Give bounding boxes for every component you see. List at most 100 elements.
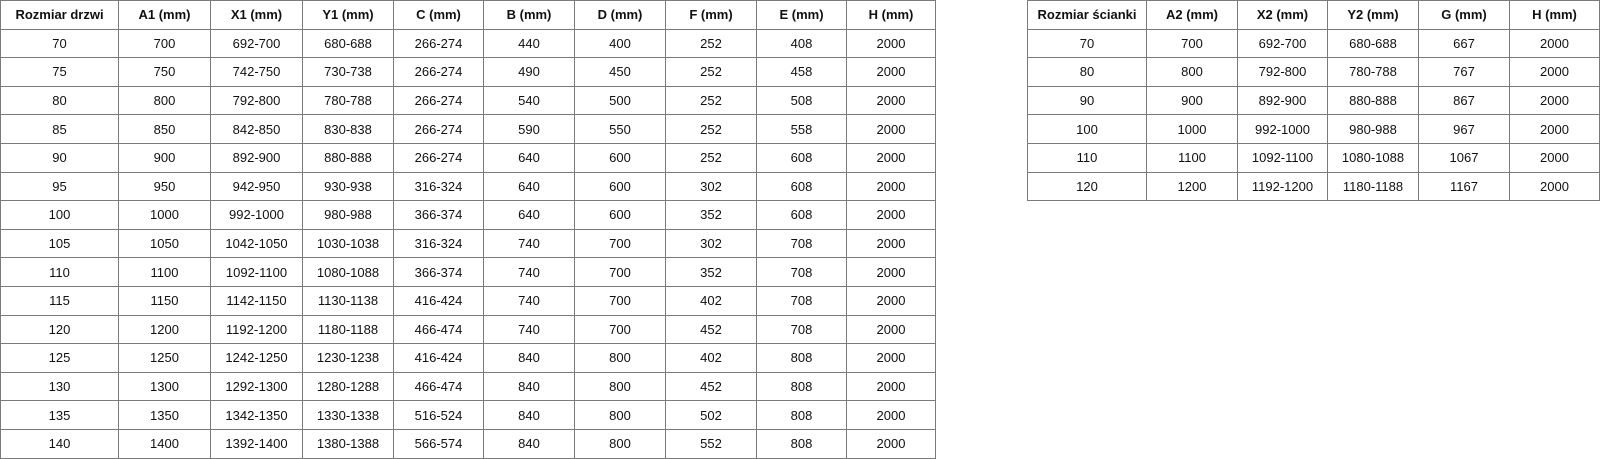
- table-cell: 840: [483, 343, 575, 373]
- column-header: D (mm): [574, 0, 666, 30]
- table-cell: 110: [1027, 142, 1147, 173]
- column-header: F (mm): [665, 0, 757, 30]
- table-cell: 1230-1238: [302, 343, 394, 373]
- table-cell: 266-274: [393, 57, 484, 87]
- table-row: 120 1200 1192-1200 1180-1188 466-474 740 700 45…: [0, 314, 936, 345]
- table-cell: 550: [574, 114, 666, 144]
- table-cell: 1392-1400: [210, 428, 303, 459]
- table-cell: 740: [483, 285, 575, 316]
- table-cell: 740: [483, 228, 575, 259]
- table-cell: 792-800: [1237, 57, 1328, 87]
- table-cell: 416-424: [393, 285, 484, 316]
- table-cell: 2000: [846, 114, 936, 144]
- column-header: X1 (mm): [210, 0, 303, 30]
- table-cell: 366-374: [393, 257, 484, 287]
- table-cell: 1092-1100: [1237, 142, 1328, 173]
- table-cell: 842-850: [210, 114, 303, 144]
- table-cell: 708: [756, 228, 847, 259]
- table-row: 80 800 792-800 780-788 266-274 540 500 252 508 20…: [0, 85, 936, 116]
- table-row: 115 1150 1142-1150 1130-1138 416-424 740 700 40…: [0, 285, 936, 316]
- table-cell: 100: [1027, 114, 1147, 144]
- table-cell: 840: [483, 400, 575, 430]
- doors-dimensions-table: Rozmiar drzwi A1 (mm) X1 (mm) Y1 (mm) C (mm)…: [0, 0, 936, 459]
- table-row: 140 1400 1392-1400 1380-1388 566-574 840 800 55…: [0, 428, 936, 459]
- table-cell: 135: [0, 400, 119, 430]
- table-cell: 808: [756, 371, 847, 402]
- table-row: 120 1200 1192-1200 1180-1188 1167 2000: [1027, 171, 1600, 202]
- panels-dimensions-table: Rozmiar ścianki A2 (mm) X2 (mm) Y2 (mm) G (m…: [1027, 0, 1600, 202]
- table-cell: 90: [1027, 85, 1147, 116]
- table-cell: 366-374: [393, 200, 484, 230]
- table-cell: 80: [1027, 57, 1147, 87]
- table-cell: 302: [665, 171, 757, 202]
- table-cell: 767: [1418, 57, 1510, 87]
- column-header: A1 (mm): [118, 0, 211, 30]
- table-cell: 700: [574, 257, 666, 287]
- table-cell: 502: [665, 400, 757, 430]
- table-cell: 1192-1200: [210, 314, 303, 345]
- table-cell: 1400: [118, 428, 211, 459]
- table-cell: 352: [665, 200, 757, 230]
- table-cell: 980-988: [302, 200, 394, 230]
- column-header: H (mm): [1509, 0, 1600, 30]
- table-cell: 800: [1146, 57, 1238, 87]
- column-header: C (mm): [393, 0, 484, 30]
- table-cell: 740: [483, 314, 575, 345]
- table-cell: 680-688: [1327, 28, 1419, 59]
- table-cell: 110: [0, 257, 119, 287]
- table-cell: 808: [756, 428, 847, 459]
- table-cell: 1342-1350: [210, 400, 303, 430]
- table-cell: 490: [483, 57, 575, 87]
- table-cell: 640: [483, 142, 575, 173]
- table-cell: 800: [574, 343, 666, 373]
- table-cell: 2000: [846, 228, 936, 259]
- table-cell: 2000: [846, 400, 936, 430]
- table-cell: 992-1000: [1237, 114, 1328, 144]
- table-cell: 252: [665, 85, 757, 116]
- table-row: 125 1250 1242-1250 1230-1238 416-424 840 800 40…: [0, 343, 936, 373]
- table-cell: 1080-1088: [302, 257, 394, 287]
- table-cell: 1067: [1418, 142, 1510, 173]
- table-cell: 667: [1418, 28, 1510, 59]
- table-cell: 708: [756, 314, 847, 345]
- table-cell: 266-274: [393, 114, 484, 144]
- table-cell: 120: [0, 314, 119, 345]
- column-header: Rozmiar drzwi: [0, 0, 119, 30]
- table-cell: 90: [0, 142, 119, 173]
- table-cell: 458: [756, 57, 847, 87]
- table-cell: 1250: [118, 343, 211, 373]
- table-cell: 2000: [1509, 114, 1600, 144]
- table-cell: 100: [0, 200, 119, 230]
- column-header: E (mm): [756, 0, 847, 30]
- table-row: 105 1050 1042-1050 1030-1038 316-324 740 700 30…: [0, 228, 936, 259]
- table-cell: 1100: [118, 257, 211, 287]
- table-cell: 840: [483, 371, 575, 402]
- table-cell: 942-950: [210, 171, 303, 202]
- table-cell: 800: [574, 400, 666, 430]
- table-cell: 95: [0, 171, 119, 202]
- table-cell: 266-274: [393, 142, 484, 173]
- table-cell: 2000: [846, 57, 936, 87]
- table-cell: 930-938: [302, 171, 394, 202]
- column-header: A2 (mm): [1146, 0, 1238, 30]
- table-cell: 1167: [1418, 171, 1510, 202]
- table-cell: 452: [665, 314, 757, 345]
- table-cell: 808: [756, 400, 847, 430]
- table-cell: 85: [0, 114, 119, 144]
- table-cell: 867: [1418, 85, 1510, 116]
- table-cell: 2000: [1509, 57, 1600, 87]
- table-row: 95 950 942-950 930-938 316-324 640 600 302 608 20…: [0, 171, 936, 202]
- table-cell: 352: [665, 257, 757, 287]
- table-cell: 692-700: [1237, 28, 1328, 59]
- table-cell: 950: [118, 171, 211, 202]
- column-header: Y2 (mm): [1327, 0, 1419, 30]
- table-cell: 252: [665, 142, 757, 173]
- table-cell: 2000: [846, 314, 936, 345]
- table-row: 135 1350 1342-1350 1330-1338 516-524 840 800 50…: [0, 400, 936, 430]
- table-row: 90 900 892-900 880-888 266-274 640 600 252 608 20…: [0, 142, 936, 173]
- column-header: H (mm): [846, 0, 936, 30]
- table-cell: 1092-1100: [210, 257, 303, 287]
- column-header: B (mm): [483, 0, 575, 30]
- table-cell: 700: [574, 285, 666, 316]
- table-cell: 900: [1146, 85, 1238, 116]
